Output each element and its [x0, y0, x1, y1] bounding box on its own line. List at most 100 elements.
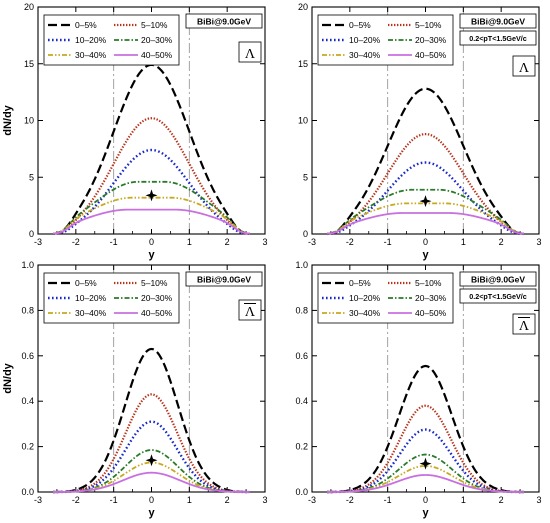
x-tick-label: 2 [225, 237, 230, 247]
legend: 0–5% 5–10% 10–20% 20–30% 30–40% 40–50% [317, 272, 454, 324]
legend: 0–5% 5–10% 10–20% 20–30% 30–40% 40–50% [43, 272, 180, 324]
legend-label: 20–30% [415, 35, 447, 45]
series-line-2 [53, 148, 250, 236]
legend-label: 40–50% [141, 308, 173, 318]
y-tick-label: 0.4 [21, 396, 34, 406]
x-tick-label: 0 [149, 237, 154, 247]
series-line-2 [327, 161, 524, 236]
y-tick-label: 10 [298, 116, 308, 126]
panel-top-left: -3 -2 -1 0 1 2 3 0 5 10 15 20 y dN/dy 0–5% 5–10% 10–20% 2… [2, 2, 268, 261]
particle-label: Λ [519, 319, 530, 334]
panel-top-right: -3 -2 -1 0 1 2 3 0 5 10 15 20 y 0–5% 5–10% 10–20% 20–30%… [298, 2, 542, 261]
y-tick-label: 0 [303, 229, 308, 239]
series-line-5 [327, 212, 524, 235]
x-tick-label: 1 [187, 237, 192, 247]
x-axis-title: y [422, 507, 429, 519]
legend-frame [317, 14, 454, 66]
legend-label: 10–20% [349, 293, 381, 303]
x-tick-label: -1 [384, 495, 392, 505]
x-tick-label: 1 [461, 237, 466, 247]
y-tick-label: 0.6 [21, 351, 34, 361]
x-tick-label: 3 [262, 237, 267, 247]
x-tick-label: -3 [308, 495, 316, 505]
legend: 0–5% 5–10% 10–20% 20–30% 30–40% 40–50% [43, 14, 180, 66]
x-tick-label: -1 [384, 237, 392, 247]
y-tick-label: 0.2 [21, 442, 34, 452]
x-axis-title: y [422, 249, 429, 261]
collision-label-box [459, 271, 537, 287]
collision-label: BiBi@9.0GeV [197, 275, 251, 285]
y-tick-label: 20 [298, 2, 308, 12]
y-tick-label: 0.2 [295, 442, 308, 452]
collision-label: BiBi@9.0GeV [197, 17, 251, 27]
data-point-marker [419, 457, 432, 470]
data-point-marker [145, 189, 158, 202]
x-tick-label: 1 [187, 495, 192, 505]
particle-label: Λ [519, 61, 530, 76]
y-tick-label: 0 [29, 229, 34, 239]
legend-label: 0–5% [349, 20, 371, 30]
legend-label: 0–5% [349, 278, 371, 288]
data-point-marker [419, 195, 432, 208]
y-tick-label: 20 [24, 2, 34, 12]
x-tick-label: 0 [149, 495, 154, 505]
legend-label: 20–30% [415, 293, 447, 303]
legend-label: 30–40% [349, 50, 381, 60]
y-tick-label: 5 [29, 172, 34, 182]
data-point-marker [145, 454, 158, 467]
legend: 0–5% 5–10% 10–20% 20–30% 30–40% 40–50% [317, 14, 454, 66]
legend-label: 0–5% [75, 20, 97, 30]
pt-cut-label-box [459, 288, 537, 304]
x-tick-label: -1 [110, 495, 118, 505]
legend-label: 0–5% [75, 278, 97, 288]
x-tick-label: 2 [499, 495, 504, 505]
series-line-5 [53, 208, 250, 235]
legend-frame [317, 272, 454, 324]
legend-label: 30–40% [349, 308, 381, 318]
series-line-4 [53, 196, 250, 235]
y-axis-title: dN/dy [2, 104, 14, 135]
x-tick-label: 3 [536, 495, 541, 505]
x-tick-label: -2 [346, 237, 354, 247]
x-tick-label: -1 [110, 237, 118, 247]
legend-label: 40–50% [415, 308, 447, 318]
series-line-0 [327, 87, 524, 235]
x-tick-label: -3 [34, 495, 42, 505]
x-tick-label: -3 [34, 237, 42, 247]
x-tick-label: 1 [461, 495, 466, 505]
legend-label: 10–20% [349, 35, 381, 45]
series-line-0 [53, 347, 250, 494]
legend-label: 5–10% [415, 20, 442, 30]
legend-label: 20–30% [141, 293, 173, 303]
legend-label: 40–50% [141, 50, 173, 60]
particle-label-box [238, 299, 262, 321]
legend-frame [43, 14, 180, 66]
x-tick-label: 3 [536, 237, 541, 247]
x-tick-label: 0 [423, 237, 428, 247]
y-tick-label: 0.4 [295, 396, 308, 406]
pt-cut-label: 0.2<pT<1.5GeV/c [469, 292, 527, 301]
series-line-1 [327, 133, 524, 235]
particle-label: Λ [245, 305, 256, 320]
legend-label: 30–40% [75, 308, 107, 318]
x-tick-label: 3 [262, 495, 267, 505]
y-tick-label: 15 [298, 59, 308, 69]
collision-label: BiBi@9.0GeV [471, 17, 525, 27]
legend-label: 5–10% [141, 278, 168, 288]
panel-bottom-right: -3 -2 -1 0 1 2 3 0.0 0.2 0.4 0.6 0.8 1.0 y 0–5% 5–10% 10… [295, 260, 541, 519]
legend-label: 5–10% [141, 20, 168, 30]
pt-cut-label-box [459, 30, 537, 46]
y-tick-label: 1.0 [295, 260, 308, 270]
series-line-5 [53, 471, 250, 493]
collision-label: BiBi@9.0GeV [471, 275, 525, 285]
legend-frame [43, 272, 180, 324]
pt-cut-label: 0.2<pT<1.5GeV/c [469, 34, 527, 43]
y-tick-label: 0.8 [21, 305, 34, 315]
y-tick-label: 1.0 [21, 260, 34, 270]
y-tick-label: 0.0 [21, 487, 34, 497]
x-tick-label: -2 [72, 495, 80, 505]
series-line-5 [327, 474, 524, 493]
legend-label: 5–10% [415, 278, 442, 288]
series-line-3 [327, 188, 524, 235]
